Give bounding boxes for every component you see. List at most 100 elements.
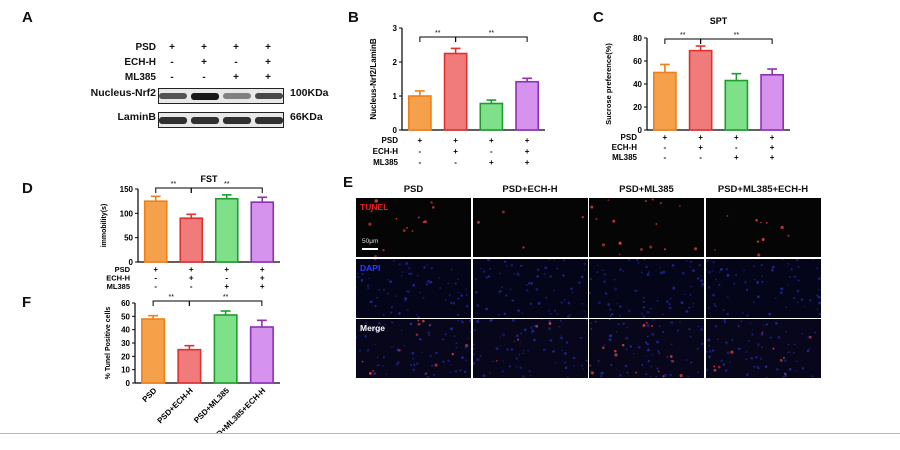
dapi-dot [747,340,750,343]
tunel-dot [534,324,538,328]
dapi-dot [662,313,664,315]
condition-name: ML385 [373,158,398,167]
blot-condition-sign: - [170,72,174,83]
dapi-dot [448,293,451,296]
dapi-dot [382,313,385,316]
dapi-dot [745,351,747,353]
tunel-dot [425,372,428,375]
tunel-dot [780,225,784,230]
dapi-dot [509,287,511,290]
dapi-dot [427,279,430,282]
microscopy-image: TUNEL 50μm [356,198,471,257]
dapi-dot [645,373,648,376]
category-label: PSD+ECH-H [156,386,195,425]
dapi-dot [771,266,774,269]
panel-label-c: C [593,9,604,26]
dapi-dot [815,266,819,269]
dapi-dot [422,296,425,299]
dapi-dot [547,319,551,323]
dapi-dot [596,270,599,273]
dapi-dot [580,302,583,304]
microscopy-image [589,198,704,257]
dapi-dot [716,338,718,341]
dapi-dot [584,258,586,260]
tunel-dot [595,217,598,220]
dapi-dot [779,290,783,294]
dapi-dot [794,370,797,372]
dapi-dot [373,372,377,376]
condition-sign: - [454,158,457,167]
blot-condition-sign: - [170,57,174,68]
condition-name: ML385 [612,153,637,162]
dapi-dot [561,273,565,277]
dapi-dot [750,356,753,360]
dapi-dot [722,308,725,311]
dapi-dot [811,258,814,260]
dapi-dot [364,266,367,268]
dapi-dot [370,300,373,303]
image-column-title: PSD [403,184,424,195]
dapi-dot [536,267,540,271]
dapi-dot [404,298,407,302]
dapi-dot [384,324,386,326]
dapi-dot [529,374,532,377]
dapi-dot [456,313,459,316]
dapi-dot [741,311,744,314]
condition-sign: + [698,133,703,142]
dapi-dot [759,357,762,360]
dapi-dot [413,363,416,365]
dapi-dot [616,302,619,304]
condition-sign: + [663,133,668,142]
dapi-dot [608,338,612,342]
image-row-label: DAPI [360,262,381,273]
dapi-dot [696,276,700,280]
dapi-dot [655,375,658,378]
dapi-dot [504,293,507,297]
dapi-dot [797,279,799,281]
dapi-dot [563,352,567,355]
tunel-dot [590,205,594,209]
tunel-dot [417,319,420,322]
dapi-dot [358,349,362,352]
y-tick-label: 150 [120,185,134,194]
y-tick-label: 0 [638,126,643,135]
dapi-dot [754,356,758,359]
dapi-dot [680,300,684,304]
condition-sign: + [189,265,194,274]
tunel-dot [729,350,734,354]
dapi-dot [412,357,415,360]
dapi-dot [756,294,760,298]
condition-sign: + [770,153,775,162]
dapi-dot [813,331,816,334]
dapi-dot [756,366,760,370]
bar [213,314,238,384]
tunel-dot [501,210,505,214]
dapi-dot [662,330,665,334]
bar [688,49,713,131]
tunel-dot [434,363,438,367]
bar [250,201,275,263]
dapi-dot [711,349,714,352]
dapi-dot [477,319,480,320]
tunel-dot [590,371,595,375]
dapi-dot [500,286,502,288]
dapi-dot [572,356,575,360]
dapi-dot [463,370,467,373]
dapi-dot [475,357,479,361]
tunel-dot [678,205,681,208]
y-tick-label: 3 [393,24,398,33]
dapi-dot [752,264,755,267]
blot-condition-sign: + [201,57,207,68]
dapi-dot [412,368,416,372]
dapi-dot [580,337,583,339]
dapi-dot [508,365,511,368]
microscopy-image: Merge [356,319,471,378]
tunel-dot [411,230,414,232]
tunel-dot [516,338,519,341]
dapi-dot [666,355,669,359]
dapi-dot [522,349,524,352]
significance-label: ** [171,181,177,188]
blot-band-size: 100KDa [290,87,329,99]
chart-nucleus-nrf2: 0 1 2 3 Nucleus-Nrf2/LaminB ** ** PSD + + + + ECH-H -… [369,24,545,167]
